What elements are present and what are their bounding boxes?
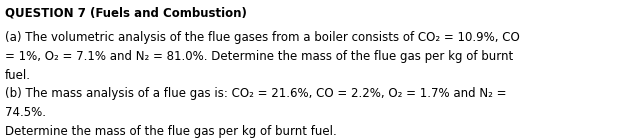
Text: (a) The volumetric analysis of the flue gases from a boiler consists of CO₂ = 10: (a) The volumetric analysis of the flue … (5, 31, 520, 44)
Text: (b) The mass analysis of a flue gas is: CO₂ = 21.6%, CO = 2.2%, O₂ = 1.7% and N₂: (b) The mass analysis of a flue gas is: … (5, 88, 506, 101)
Text: fuel.: fuel. (5, 69, 31, 82)
Text: = 1%, O₂ = 7.1% and N₂ = 81.0%. Determine the mass of the flue gas per kg of bur: = 1%, O₂ = 7.1% and N₂ = 81.0%. Determin… (5, 50, 513, 63)
Text: 74.5%.: 74.5%. (5, 106, 46, 119)
Text: QUESTION 7 (Fuels and Combustion): QUESTION 7 (Fuels and Combustion) (5, 7, 247, 20)
Text: Determine the mass of the flue gas per kg of burnt fuel.: Determine the mass of the flue gas per k… (5, 125, 337, 138)
